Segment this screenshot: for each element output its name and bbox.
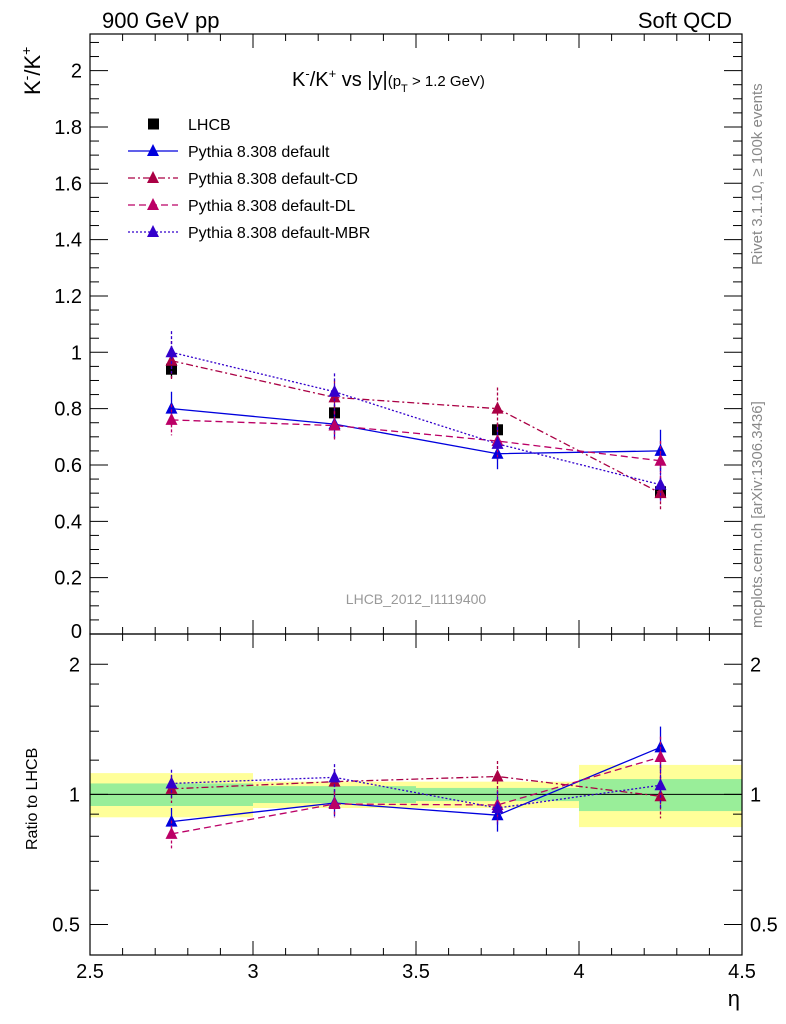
ratio-point [165,776,178,789]
y-tick-label: 0.6 [54,455,82,477]
y-tick-label: 1.6 [54,173,82,195]
x-tick-label: 4.5 [728,961,756,983]
x-tick-label: 2.5 [76,961,104,983]
y-tick-label: 0 [71,621,82,643]
axis-ticks: 2.5 3 3.5 4 4.5 0 0.2 0.4 0.6 0.8 1 1.2 1.4 1.6 1.8 2 0.… [52,34,778,983]
x-tick-label: 3.5 [402,961,430,983]
energy-label: 900 GeV pp [102,8,219,33]
ratio-y-tick-label: 1 [69,784,80,806]
ratio-point [654,740,667,753]
legend-label: Pythia 8.308 default [188,144,330,161]
legend-marker [147,198,159,210]
y-tick-label: 0.2 [54,568,82,590]
data-series [165,331,667,849]
ratio-point [491,801,504,814]
legend-marker [147,171,159,183]
ratio-y-tick-label-right: 1 [750,784,761,806]
data-point [165,353,178,366]
legend-entry: Pythia 8.308 default [128,144,330,161]
series-4 [165,331,667,502]
ratio-point [654,750,667,763]
series-0 [166,360,666,498]
legend-entry: LHCB [148,117,231,134]
ratio-point [328,797,341,810]
ratio-point [654,778,667,791]
legend-label: LHCB [188,117,231,134]
ratio-line [171,756,661,835]
legend: LHCB Pythia 8.308 default Pythia 8.308 def… [128,117,370,242]
series-line [171,408,661,455]
legend-label: Pythia 8.308 default-DL [188,198,355,215]
data-point [328,384,341,397]
ratio-y-tick-label: 2 [69,654,80,676]
x-tick-label: 3 [247,961,258,983]
legend-label: Pythia 8.308 default-CD [188,171,358,188]
ratio-y-tick-label-right: 0.5 [750,914,778,936]
data-point [654,477,667,490]
legend-label: Pythia 8.308 default-MBR [188,225,370,242]
process-label: Soft QCD [638,8,732,33]
series-2 [165,341,667,511]
series-line [171,351,661,486]
data-point [654,453,667,466]
legend-entry: Pythia 8.308 default-DL [128,198,355,215]
ratio-y-tick-label: 0.5 [52,914,80,936]
ratio-point [491,769,504,782]
main-title: K-/K+ vs |y|(pT > 1.2 GeV) [292,66,485,95]
y-tick-label: 1 [71,342,82,364]
ratio-point [165,826,178,839]
x-tick-label: 4 [573,961,584,983]
data-point [654,486,667,499]
legend-marker [147,225,159,237]
data-point [654,443,667,456]
rivet-version-label: Rivet 3.1.10, ≥ 100k events [749,83,766,265]
y-tick-label: 0.8 [54,399,82,421]
y-tick-label: 1.8 [54,117,82,139]
y-tick-label: 0.4 [54,511,82,533]
mcplots-label: mcplots.cern.ch [arXiv:1306.3436] [749,401,766,628]
data-point [165,412,178,425]
legend-marker [147,144,159,156]
ratio-line [171,775,661,797]
legend-entry: Pythia 8.308 default-CD [128,171,358,188]
data-point [491,401,504,414]
legend-entry: Pythia 8.308 default-MBR [128,225,370,242]
data-point [491,436,504,449]
x-axis-label: η [728,986,740,1011]
data-point [328,418,341,431]
ratio-series-3 [165,764,667,826]
data-point [165,345,178,358]
legend-marker [148,118,159,130]
data-point [166,363,177,375]
series-1 [165,391,667,473]
data-point [165,401,178,414]
series-line [171,419,661,462]
series-line [171,360,661,494]
main-y-axis-label: K-/K+ [18,47,45,95]
analysis-watermark: LHCB_2012_I1119400 [346,591,487,607]
y-tick-label: 2 [71,61,82,83]
y-tick-label: 1.2 [54,286,82,308]
y-tick-label: 1.4 [54,230,82,252]
ratio-y-tick-label-right: 2 [750,654,761,676]
ratio-point [328,770,341,783]
ratio-bands [90,764,742,828]
ratio-y-axis-label: Ratio to LHCB [24,748,41,850]
ratio-line [171,776,661,809]
